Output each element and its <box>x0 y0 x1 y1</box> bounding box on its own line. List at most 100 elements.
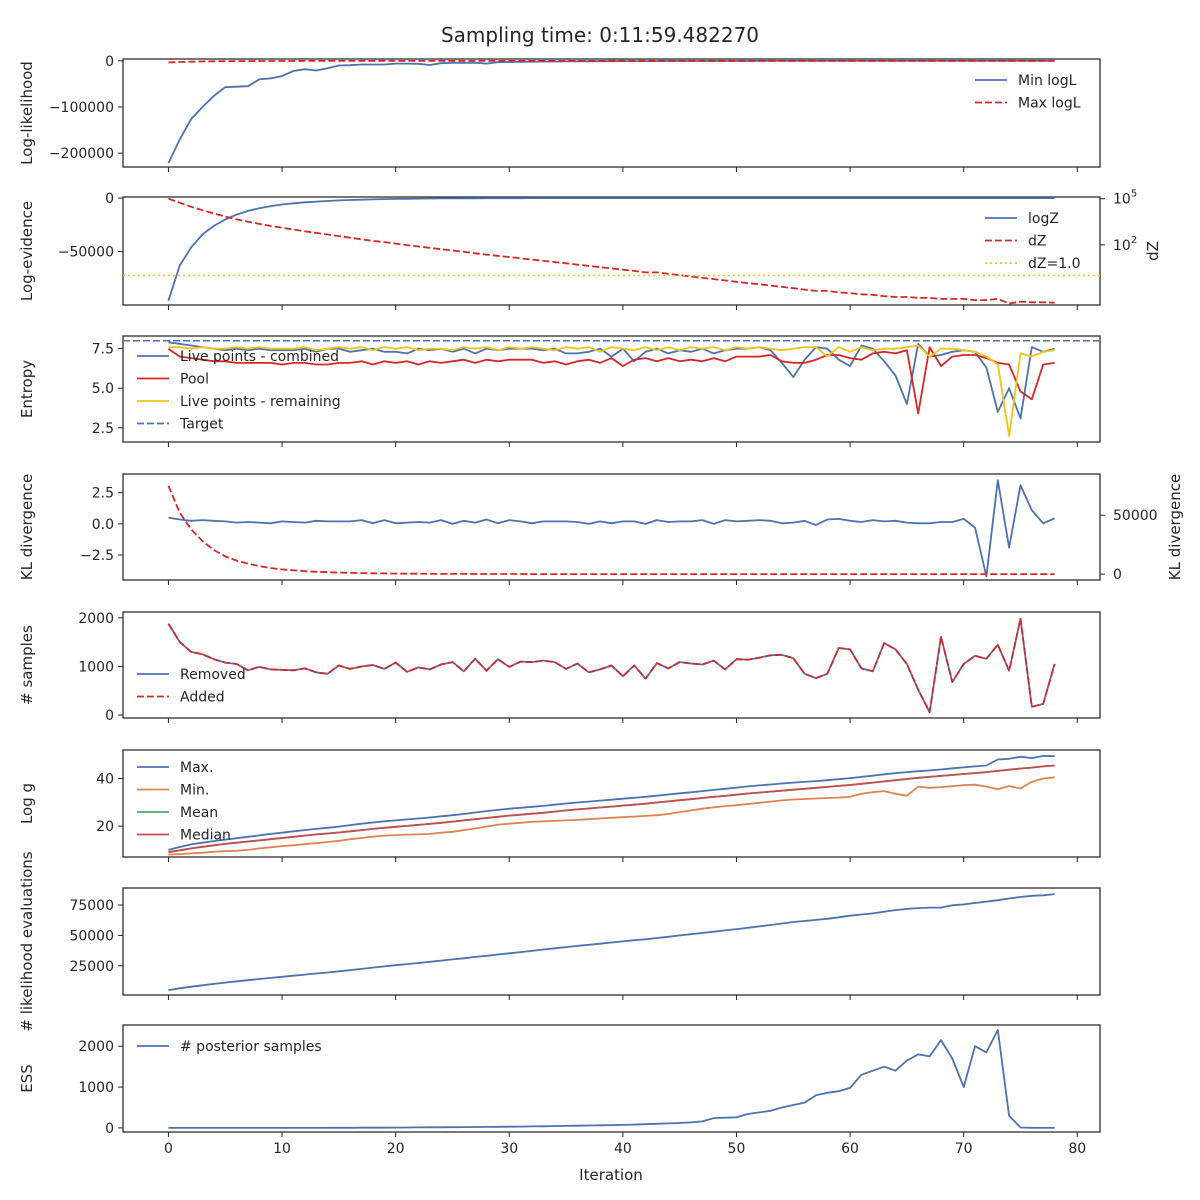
y-tick-label: 0.0 <box>92 517 114 533</box>
y-tick-label: 0 <box>105 191 114 207</box>
legend-label: Min. <box>180 783 209 799</box>
series-min--line <box>168 776 1055 856</box>
y-tick-label: −100000 <box>49 100 114 116</box>
panels: 0 −100000 −200000 Log-likelihood Min logL Max… <box>18 54 1184 1157</box>
legend-label: Median <box>180 828 231 844</box>
y2-tick-label: 50000 <box>1113 508 1158 524</box>
y-axis-label: KL divergence <box>18 474 36 580</box>
axes-frame <box>122 58 1101 168</box>
y-tick-label: 2.5 <box>92 486 114 502</box>
axes-frame <box>122 887 1101 996</box>
panel-5: 2000 1000 0 # samples Removed Added <box>18 611 1101 724</box>
series-median-line <box>168 764 1055 854</box>
y-axis-label: Log-likelihood <box>18 61 36 165</box>
legend-label: Live points - combined <box>180 349 339 365</box>
series-dz-line <box>168 197 1055 305</box>
panel-4: 2.5 0.0 −2.5 50000 0 KL divergence KL divergen… <box>18 473 1184 585</box>
x-tick-label: 80 <box>1068 1141 1086 1157</box>
legend-label: Pool <box>180 372 209 388</box>
x-tick-label: 20 <box>387 1141 405 1157</box>
x-tick-label: 30 <box>500 1141 518 1157</box>
y-tick-label: 75000 <box>69 898 114 914</box>
y-tick-label: 2000 <box>78 611 114 627</box>
y-tick-label: 5.0 <box>92 381 114 397</box>
x-tick-label: 50 <box>728 1141 746 1157</box>
legend-label: Mean <box>180 805 218 821</box>
y-tick-label: 20 <box>96 819 114 835</box>
series-added-line <box>167 617 1056 714</box>
series-logz-line <box>167 197 1055 301</box>
axes-frame <box>122 749 1101 858</box>
series--posterior-samples-line <box>168 1029 1055 1129</box>
panel-3: 7.5 5.0 2.5 Entropy Live points - combined Po… <box>18 335 1101 447</box>
y-tick-label: 40 <box>96 772 114 788</box>
y-tick-label: 50000 <box>69 928 114 944</box>
y-tick-label: −50000 <box>58 245 114 261</box>
legend: Max. Min. Mean Median <box>137 760 231 844</box>
y-tick-label: 2000 <box>78 1039 114 1055</box>
x-tick-label: 70 <box>955 1141 973 1157</box>
y-tick-label: 7.5 <box>92 342 114 358</box>
panel-8: 0 10 20 30 40 50 60 70 80 2000 1000 0 ESS # posterior… <box>18 1024 1101 1157</box>
legend-label: dZ <box>1028 234 1046 250</box>
axes-frame <box>122 1024 1101 1133</box>
series-live-points-remaining-line <box>168 344 1055 437</box>
legend-label: Added <box>180 690 225 706</box>
legend: logZ dZ dZ=1.0 <box>985 211 1080 272</box>
series-kl-right--line <box>167 485 1055 575</box>
x-tick-label: 0 <box>164 1141 173 1157</box>
x-tick-label: 10 <box>273 1141 291 1157</box>
y-tick-label: 1000 <box>78 659 114 675</box>
legend-label: logZ <box>1028 211 1059 227</box>
y-tick-label: −2.5 <box>80 548 114 564</box>
y-axis-label: ESS <box>18 1064 36 1093</box>
y2-tick-exponent: 5 <box>1131 189 1137 200</box>
series-live-points-combined-line <box>168 341 1055 420</box>
series-kl-left--line <box>168 479 1055 578</box>
series--likelihood-evaluations-line <box>168 893 1055 991</box>
y2-tick-exponent: 2 <box>1131 235 1137 246</box>
legend: Removed Added <box>137 667 246 706</box>
y-tick-label: 0 <box>105 1121 114 1137</box>
legend: # posterior samples <box>137 1039 322 1055</box>
y-axis-label: # likelihood evaluations <box>18 851 36 1031</box>
legend: Min logL Max logL <box>975 73 1081 112</box>
panel-1: 0 −100000 −200000 Log-likelihood Min logL Max… <box>18 54 1101 172</box>
x-tick-label: 60 <box>841 1141 859 1157</box>
y2-axis-label: dZ <box>1144 241 1162 261</box>
y2-axis-label: KL divergence <box>1166 474 1184 580</box>
legend-label: Target <box>179 417 224 433</box>
legend: Live points - combined Pool Live points - … <box>137 349 341 433</box>
legend-label: Removed <box>180 667 246 683</box>
legend-label: dZ=1.0 <box>1028 256 1080 272</box>
axes-frame <box>122 196 1101 306</box>
axes-frame <box>122 611 1101 719</box>
y-tick-label: 25000 <box>69 959 114 975</box>
legend-label: Live points - remaining <box>180 394 341 410</box>
axes-frame <box>122 335 1101 443</box>
legend-label: Max logL <box>1018 96 1081 112</box>
series-max-logl-line <box>168 59 1055 64</box>
legend-label: # posterior samples <box>180 1039 322 1055</box>
legend-label: Max. <box>180 760 213 776</box>
y2-tick-label: 0 <box>1113 567 1122 583</box>
y-axis-label: Log-evidence <box>18 201 36 301</box>
x-tick-label: 40 <box>614 1141 632 1157</box>
y-tick-label: −200000 <box>49 146 114 162</box>
series-pool-line <box>167 346 1055 415</box>
panel-7: 75000 50000 25000 # likelihood evaluations <box>18 851 1101 1032</box>
y-tick-label: 0 <box>105 708 114 724</box>
y-axis-label: # samples <box>18 625 36 705</box>
legend-label: Min logL <box>1018 73 1077 89</box>
figure-title: Sampling time: 0:11:59.482270 <box>441 23 759 47</box>
y-tick-label: 1000 <box>78 1080 114 1096</box>
y-axis-label: Entropy <box>18 360 36 418</box>
y-tick-label: 2.5 <box>92 421 114 437</box>
panel-6: 40 20 Log g Max. Min. Mean Median <box>18 749 1101 862</box>
axes-frame <box>122 473 1101 581</box>
y-tick-label: 0 <box>105 54 114 70</box>
series-max--line <box>168 755 1055 851</box>
